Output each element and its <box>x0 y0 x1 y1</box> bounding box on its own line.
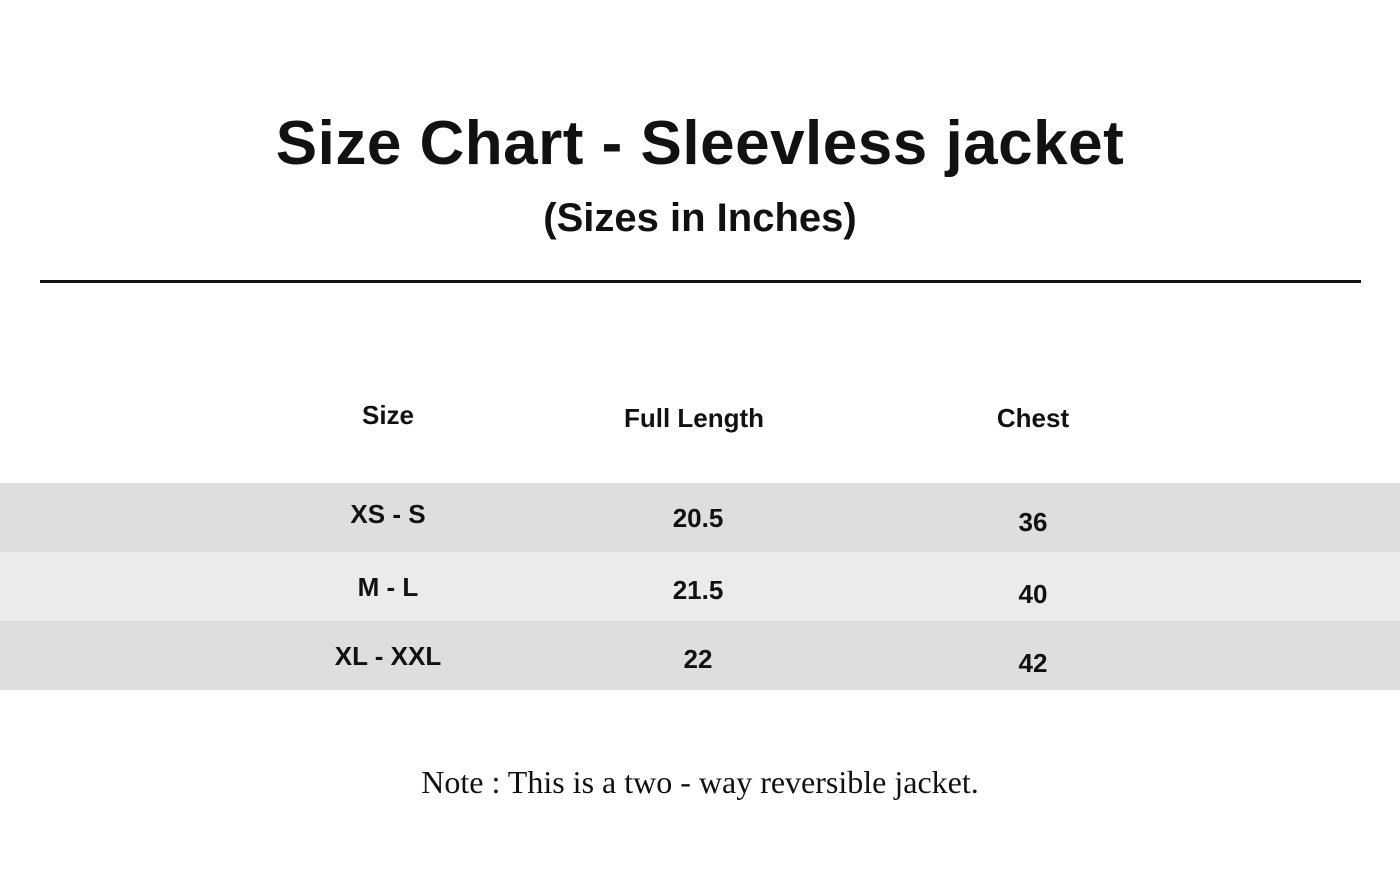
note-text: Note : This is a two - way reversible ja… <box>421 764 979 800</box>
cell-size: XS - S <box>350 499 426 529</box>
header-size: Size <box>361 400 415 430</box>
header-full-length: Full Length <box>623 403 765 433</box>
cell-size: M - L <box>357 572 419 602</box>
cell-full-length: 22 <box>683 644 713 674</box>
cell-full-length: 20.5 <box>672 503 724 533</box>
table-row: M - L 21.5 40 <box>0 552 1400 621</box>
cell-full-length: 21.5 <box>672 575 724 605</box>
cell-chest: 42 <box>1018 648 1048 678</box>
cell-size: XL - XXL <box>334 641 442 671</box>
cell-chest: 40 <box>1018 579 1048 609</box>
divider <box>40 280 1361 283</box>
page-title: Size Chart - Sleevless jacket <box>275 109 1125 178</box>
table-row: XS - S 20.5 36 <box>0 483 1400 552</box>
page-subtitle: (Sizes in Inches) <box>543 196 857 240</box>
header-chest: Chest <box>996 403 1070 433</box>
table-row: XL - XXL 22 42 <box>0 621 1400 690</box>
cell-chest: 36 <box>1018 507 1048 537</box>
